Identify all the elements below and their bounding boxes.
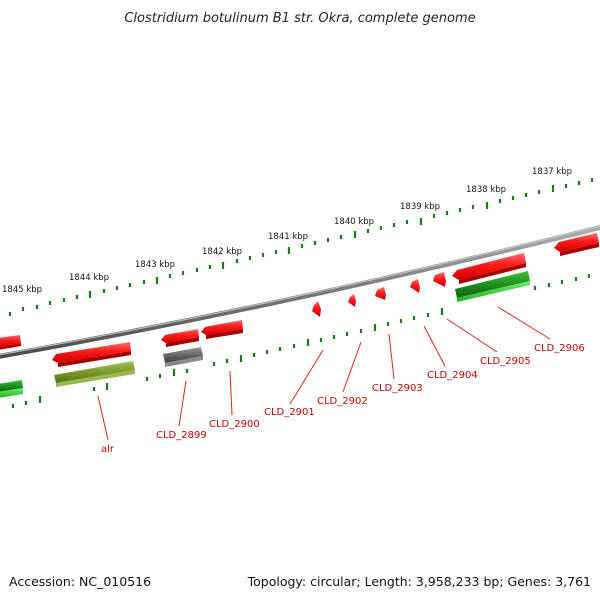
- gene-cld-2906[interactable]: [554, 233, 599, 256]
- scale-labels: 1837 kbp 1838 kbp 1839 kbp 1840 kbp 1841…: [2, 167, 572, 295]
- outer-scale-ticks: [8, 178, 594, 316]
- gene-cld-2900[interactable]: [201, 320, 243, 339]
- reverse-strand-genes: [0, 271, 530, 398]
- gene-labels: alr CLD_2899 CLD_2900 CLD_2901 CLD_2902 …: [101, 343, 585, 455]
- gene-cld-2905-reverse[interactable]: [455, 271, 530, 302]
- map-title: Clostridium botulinum B1 str. Okra, comp…: [124, 11, 475, 26]
- gene-cld-2901[interactable]: [312, 301, 321, 317]
- gene-label-cld-2900[interactable]: CLD_2900: [209, 419, 260, 430]
- scale-label-1842: 1842 kbp: [202, 247, 242, 257]
- gene-label-cld-2901[interactable]: CLD_2901: [264, 407, 315, 418]
- gene-alr-lower[interactable]: [54, 361, 135, 387]
- genome-backbone: [0, 224, 600, 359]
- gene-cld-2899-fwd[interactable]: [161, 329, 199, 347]
- label-leader-lines: [97, 306, 551, 441]
- scale-label-1844: 1844 kbp: [69, 273, 109, 283]
- gene-label-cld-2906[interactable]: CLD_2906: [534, 343, 585, 354]
- scale-label-1837: 1837 kbp: [532, 167, 572, 177]
- gene-edge-left-green[interactable]: [0, 380, 23, 398]
- gene-edge-left[interactable]: [0, 335, 21, 350]
- gene-cld-2902[interactable]: [348, 294, 356, 307]
- inner-scale-ticks: [11, 274, 591, 408]
- scale-label-1841: 1841 kbp: [268, 232, 308, 242]
- gene-label-cld-2902[interactable]: CLD_2902: [317, 396, 368, 407]
- forward-strand-genes: [0, 233, 599, 367]
- scale-label-1843: 1843 kbp: [135, 260, 175, 270]
- gene-label-cld-2903[interactable]: CLD_2903: [372, 383, 423, 394]
- gene-cld-2899[interactable]: [163, 347, 203, 367]
- accession-text: Accession: NC_010516: [9, 574, 151, 589]
- genome-summary-text: Topology: circular; Length: 3,958,233 bp…: [247, 574, 591, 589]
- scale-label-1838: 1838 kbp: [466, 185, 506, 195]
- gene-label-cld-2905[interactable]: CLD_2905: [480, 356, 531, 367]
- gene-label-alr[interactable]: alr: [101, 444, 115, 455]
- gene-label-cld-2904[interactable]: CLD_2904: [427, 370, 478, 381]
- gene-cld-2904[interactable]: [410, 279, 420, 293]
- scale-label-1839: 1839 kbp: [400, 202, 440, 212]
- gene-cld-2905-small[interactable]: [433, 272, 446, 287]
- gene-cld-2905[interactable]: [452, 253, 526, 284]
- gene-alr-upper[interactable]: [52, 342, 131, 367]
- gene-cld-2903[interactable]: [375, 287, 386, 300]
- genome-backbone-highlight: [0, 225, 600, 356]
- scale-label-1845: 1845 kbp: [2, 285, 42, 295]
- scale-label-1840: 1840 kbp: [334, 217, 374, 227]
- gene-label-cld-2899[interactable]: CLD_2899: [156, 430, 207, 441]
